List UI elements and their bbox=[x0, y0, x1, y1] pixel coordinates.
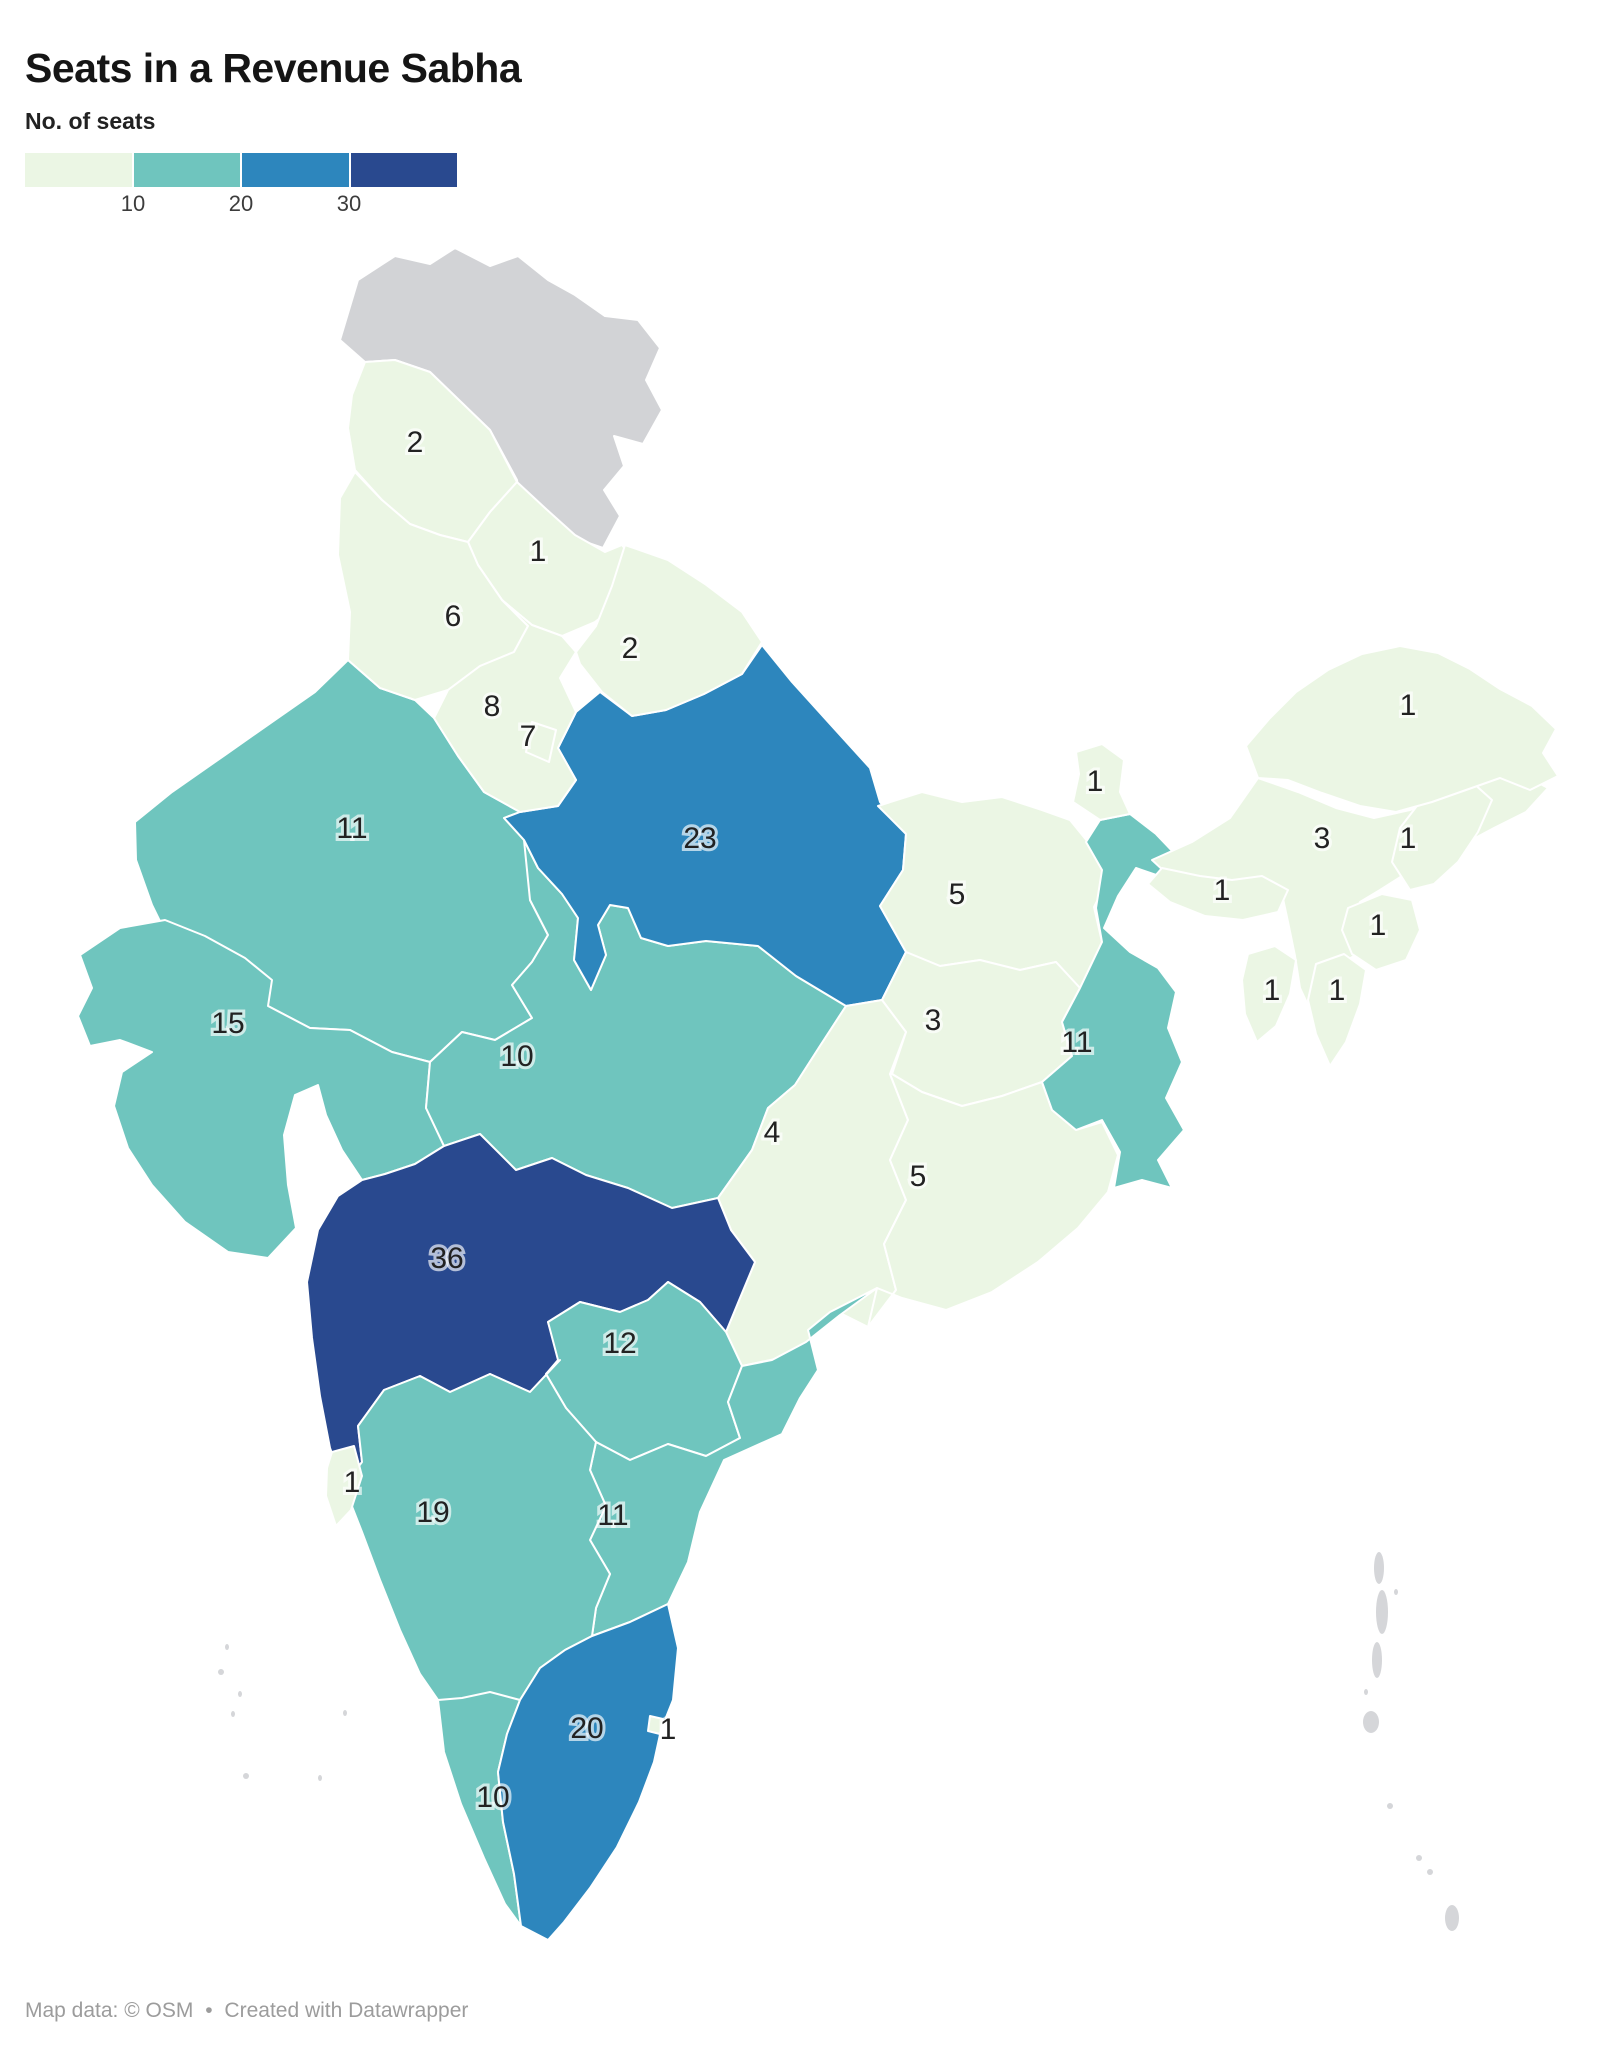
state-karnataka[interactable] bbox=[343, 1359, 611, 1701]
state-uttarakhand[interactable] bbox=[575, 544, 763, 717]
state-label-uttarakhand: 2 bbox=[622, 632, 639, 665]
island-no-data-5 bbox=[1363, 1711, 1379, 1733]
island-no-data-2 bbox=[1376, 1590, 1388, 1634]
island-no-data-1 bbox=[1394, 1589, 1398, 1595]
state-mizoram[interactable] bbox=[1307, 953, 1367, 1067]
island-no-data-6 bbox=[1387, 1803, 1393, 1809]
state-label-tamil-nadu: 20 bbox=[570, 1712, 603, 1745]
legend-swatch-3 bbox=[350, 153, 457, 187]
state-label-karnataka: 19 bbox=[416, 1496, 449, 1529]
state-goa[interactable] bbox=[325, 1445, 363, 1527]
island-no-data-9 bbox=[1445, 1905, 1459, 1931]
island-no-data-11 bbox=[218, 1669, 224, 1675]
state-label-west-bengal: 11 bbox=[1061, 1026, 1092, 1059]
legend-ticks: 10 20 30 bbox=[25, 191, 457, 221]
state-sikkim[interactable] bbox=[1072, 743, 1131, 821]
state-label-telangana: 12 bbox=[603, 1327, 636, 1360]
state-west-bengal[interactable] bbox=[1041, 813, 1185, 1189]
state-arunachal-pradesh[interactable] bbox=[1245, 645, 1559, 813]
map-attribution-link[interactable]: Map data: © OSM bbox=[25, 1999, 194, 2022]
island-no-data-14 bbox=[343, 1710, 347, 1716]
state-label-nagaland: 1 bbox=[1400, 822, 1417, 855]
legend-tick-20: 20 bbox=[228, 191, 254, 216]
state-label-himachal-pradesh: 1 bbox=[530, 535, 547, 568]
state-label-andhra-pradesh: 11 bbox=[597, 1499, 628, 1532]
state-label-gujarat: 15 bbox=[211, 1007, 244, 1040]
state-label-rajasthan: 11 bbox=[336, 812, 367, 845]
state-manipur[interactable] bbox=[1341, 893, 1421, 971]
map-footer: Map data: © OSM • Created with Datawrapp… bbox=[25, 1999, 474, 2023]
state-label-chhattisgarh: 4 bbox=[764, 1116, 781, 1149]
legend-swatch-2 bbox=[242, 153, 349, 187]
state-label-assam: 3 bbox=[1314, 822, 1331, 855]
state-label-delhi: 7 bbox=[520, 720, 537, 753]
state-gujarat[interactable] bbox=[77, 919, 445, 1259]
island-no-data-12 bbox=[238, 1691, 242, 1697]
page-title: Seats in a Revenue Sabha bbox=[25, 45, 522, 92]
island-no-data-0 bbox=[1374, 1552, 1384, 1584]
footer-separator: • bbox=[205, 1999, 213, 2022]
island-no-data-4 bbox=[1364, 1689, 1368, 1695]
legend-swatch-1 bbox=[133, 153, 240, 187]
state-label-arunachal-pradesh: 1 bbox=[1400, 689, 1417, 722]
state-label-bihar: 5 bbox=[949, 878, 966, 911]
state-label-uttar-pradesh: 23 bbox=[683, 822, 716, 855]
state-label-puducherry: 1 bbox=[660, 1713, 677, 1746]
island-no-data-10 bbox=[225, 1644, 229, 1650]
state-uttar-pradesh[interactable] bbox=[503, 644, 907, 1007]
state-label-goa: 1 bbox=[344, 1466, 361, 1499]
state-odisha[interactable] bbox=[867, 1073, 1119, 1328]
island-no-data-13 bbox=[231, 1711, 235, 1717]
legend-tick-10: 10 bbox=[120, 191, 146, 216]
legend-color-scale bbox=[25, 153, 457, 187]
state-delhi[interactable] bbox=[525, 721, 557, 763]
state-nagaland[interactable] bbox=[1391, 781, 1493, 891]
island-no-data-15 bbox=[243, 1773, 249, 1779]
state-puducherry[interactable] bbox=[647, 1715, 664, 1735]
state-label-jammu-kashmir: 2 bbox=[407, 426, 424, 459]
state-label-haryana: 8 bbox=[484, 690, 501, 723]
state-tripura[interactable] bbox=[1241, 945, 1297, 1043]
state-label-jharkhand: 3 bbox=[925, 1004, 942, 1037]
legend-swatch-0 bbox=[25, 153, 132, 187]
state-label-odisha: 5 bbox=[910, 1160, 927, 1193]
state-meghalaya[interactable] bbox=[1147, 867, 1289, 921]
state-label-mizoram: 1 bbox=[1329, 974, 1346, 1007]
state-label-tripura: 1 bbox=[1264, 974, 1281, 1007]
state-label-punjab: 6 bbox=[445, 600, 462, 633]
island-no-data-8 bbox=[1427, 1869, 1433, 1875]
state-label-sikkim: 1 bbox=[1087, 765, 1104, 798]
state-label-kerala: 10 bbox=[476, 1781, 509, 1814]
legend-tick-30: 30 bbox=[336, 191, 362, 216]
legend-label: No. of seats bbox=[25, 108, 156, 134]
legend: No. of seats 10 20 30 bbox=[25, 108, 457, 221]
state-label-manipur: 1 bbox=[1370, 909, 1387, 942]
state-label-meghalaya: 1 bbox=[1214, 874, 1231, 907]
state-tamil-nadu[interactable] bbox=[497, 1603, 679, 1941]
island-no-data-3 bbox=[1372, 1642, 1382, 1678]
island-no-data-7 bbox=[1416, 1855, 1422, 1861]
island-no-data-16 bbox=[318, 1775, 322, 1781]
datawrapper-credit-link[interactable]: Created with Datawrapper bbox=[224, 1999, 469, 2022]
state-label-madhya-pradesh: 10 bbox=[500, 1040, 533, 1073]
state-label-maharashtra: 36 bbox=[430, 1242, 463, 1275]
